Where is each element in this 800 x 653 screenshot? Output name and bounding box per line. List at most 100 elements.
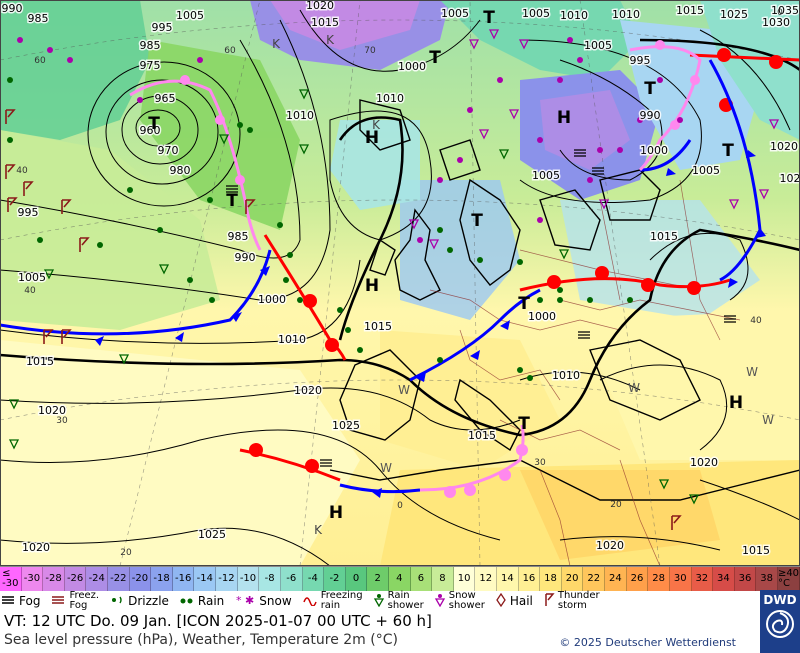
isobar-label: 1005 (18, 271, 46, 284)
isobar-label: 1010 (560, 9, 588, 22)
temperature-scale-cell: -16 (172, 567, 195, 591)
temperature-scale-cell: 26 (626, 567, 649, 591)
weather-legend-item: Rain shower (373, 591, 424, 611)
isobar-label: 1000 (528, 310, 556, 323)
isotherm-label: 40 (750, 316, 762, 326)
isobar-label: 1025 (720, 8, 748, 21)
parameter-description: Sea level pressure (hPa), Weather, Tempe… (4, 632, 398, 648)
isobar-label: 1025 (198, 528, 226, 541)
temperature-scale-cell: 30 (669, 567, 692, 591)
isotherm-labels: 60 60 70 40 40 30 20 0 20 30 40 0 (16, 8, 783, 558)
warm-air-mark: W (762, 413, 774, 427)
weather-legend-label: Freezing rain (320, 590, 363, 611)
rain-icon (179, 594, 195, 609)
isobar-label: 1020 (38, 404, 66, 417)
temperature-scale-cell: 22 (583, 567, 606, 591)
temperature-scale-cell: -8 (259, 567, 281, 591)
freezing-rain-icon (302, 594, 318, 609)
isobar-label: 102 (780, 172, 800, 185)
temperature-scale-cell: 12 (475, 567, 498, 591)
isobar-label: 970 (158, 144, 179, 157)
weather-legend-item: Hail (495, 592, 533, 610)
isobar-label: 980 (170, 164, 191, 177)
temperature-scale-cell: 28 (648, 567, 670, 591)
main-isobars (0, 38, 800, 437)
temperature-scale-cell: 18 (540, 567, 562, 591)
isobar-label: 1005 (176, 9, 204, 22)
temperature-scale-cell: ≥40 °C (777, 567, 800, 591)
temperature-scale-cell: -26 (64, 567, 87, 591)
isobar-label: 1000 (640, 144, 668, 157)
occluded-fronts (129, 40, 702, 498)
isobar-label: 1035 (771, 4, 799, 17)
isobars (0, 9, 800, 566)
copyright-text: © 2025 Deutscher Wetterdienst (559, 636, 736, 649)
isobar-label: 990 (235, 251, 256, 264)
isotherm-label: 60 (224, 46, 236, 56)
freezing-fog-icon (50, 594, 66, 609)
temperature-scale-cell: 4 (388, 567, 411, 591)
weather-legend-label: Snow shower (448, 590, 485, 611)
weather-legend-label: Freez. Fog (69, 590, 100, 611)
isobar-label: 1010 (376, 92, 404, 105)
map-info-panel: VT: 12 UTC Do. 09 Jan. [ICON 2025-01-07 … (0, 612, 760, 653)
isobar-label: 1000 (258, 293, 286, 306)
weather-legend-item: Snow shower (434, 591, 485, 611)
temperature-scale-cell: 0 (345, 567, 368, 591)
temperature-scale-cell: -14 (194, 567, 217, 591)
isobar-label: 985 (140, 39, 161, 52)
isobar-label: 1005 (441, 7, 469, 20)
low-pressure-center: T (148, 114, 160, 134)
isobar-label: 985 (228, 230, 249, 243)
temperature-scale-cell: 8 (432, 567, 454, 591)
fog-icon (0, 594, 16, 609)
valid-time-line: VT: 12 UTC Do. 09 Jan. [ICON 2025-01-07 … (4, 612, 432, 630)
isobar-label: 1000 (398, 60, 426, 73)
isobar-label: 990 (640, 109, 661, 122)
snow-icon: * ✱ (234, 594, 256, 609)
temperature-scale-cell: -30 (21, 567, 44, 591)
isotherm-label: 70 (364, 46, 376, 56)
isobar-label: 1015 (26, 355, 54, 368)
isobar-label: 990 (2, 2, 23, 15)
temperature-scale-cell: -22 (108, 567, 130, 591)
isotherm-label: 0 (397, 501, 403, 511)
warm-air-labels: W W W W W (380, 365, 774, 475)
isobar-label: 975 (140, 59, 161, 72)
isobar-label: 1025 (332, 419, 360, 432)
weather-legend-item: Drizzle (109, 594, 169, 609)
isobar-label: 1020 (770, 140, 798, 153)
cold-air-mark: K (314, 523, 323, 537)
weather-legend-label: Hail (509, 594, 533, 608)
isobar-label: 1010 (552, 369, 580, 382)
high-pressure-center: H (729, 393, 743, 413)
low-pressure-center: T (226, 191, 238, 211)
isobar-label: 1015 (742, 544, 770, 557)
weather-legend-item: Rain (179, 594, 224, 609)
low-pressure-center: T (722, 141, 734, 161)
isobar-label: 1020 (22, 541, 50, 554)
cold-air-labels: K K K K (272, 33, 381, 537)
isobar-label: 1010 (286, 109, 314, 122)
isotherm-label: 20 (120, 548, 132, 558)
hail-icon (495, 592, 507, 610)
weather-legend-label: Drizzle (128, 594, 169, 608)
weather-legend-label: Snow (259, 594, 292, 608)
isotherm-label: 40 (24, 286, 36, 296)
low-pressure-center: T (471, 211, 483, 231)
temperature-scale-cell: 34 (713, 567, 735, 591)
high-pressure-labels: H H H H H (329, 108, 743, 523)
weather-legend-item: Thunder storm (543, 591, 600, 611)
weather-symbol-legend: Fog Freez. Fog Drizzle Rain * ✱ Snow Freezing r… (0, 590, 760, 612)
isobar-label: 1005 (522, 7, 550, 20)
isobar-label: 1015 (468, 429, 496, 442)
temperature-color-scale: ≤ -30 -30 -28 -26 -24 -22 -20 -18 -16 -14 -12 -10 -8… (0, 566, 800, 591)
cold-air-mark: K (372, 118, 381, 132)
isobar-label: 1010 (278, 333, 306, 346)
drizzle-icon (109, 594, 125, 609)
weather-legend-item: * ✱ Snow (234, 594, 291, 609)
temperature-scale-cell: -18 (151, 567, 173, 591)
low-pressure-labels: T T T T T T T T T (148, 8, 734, 434)
